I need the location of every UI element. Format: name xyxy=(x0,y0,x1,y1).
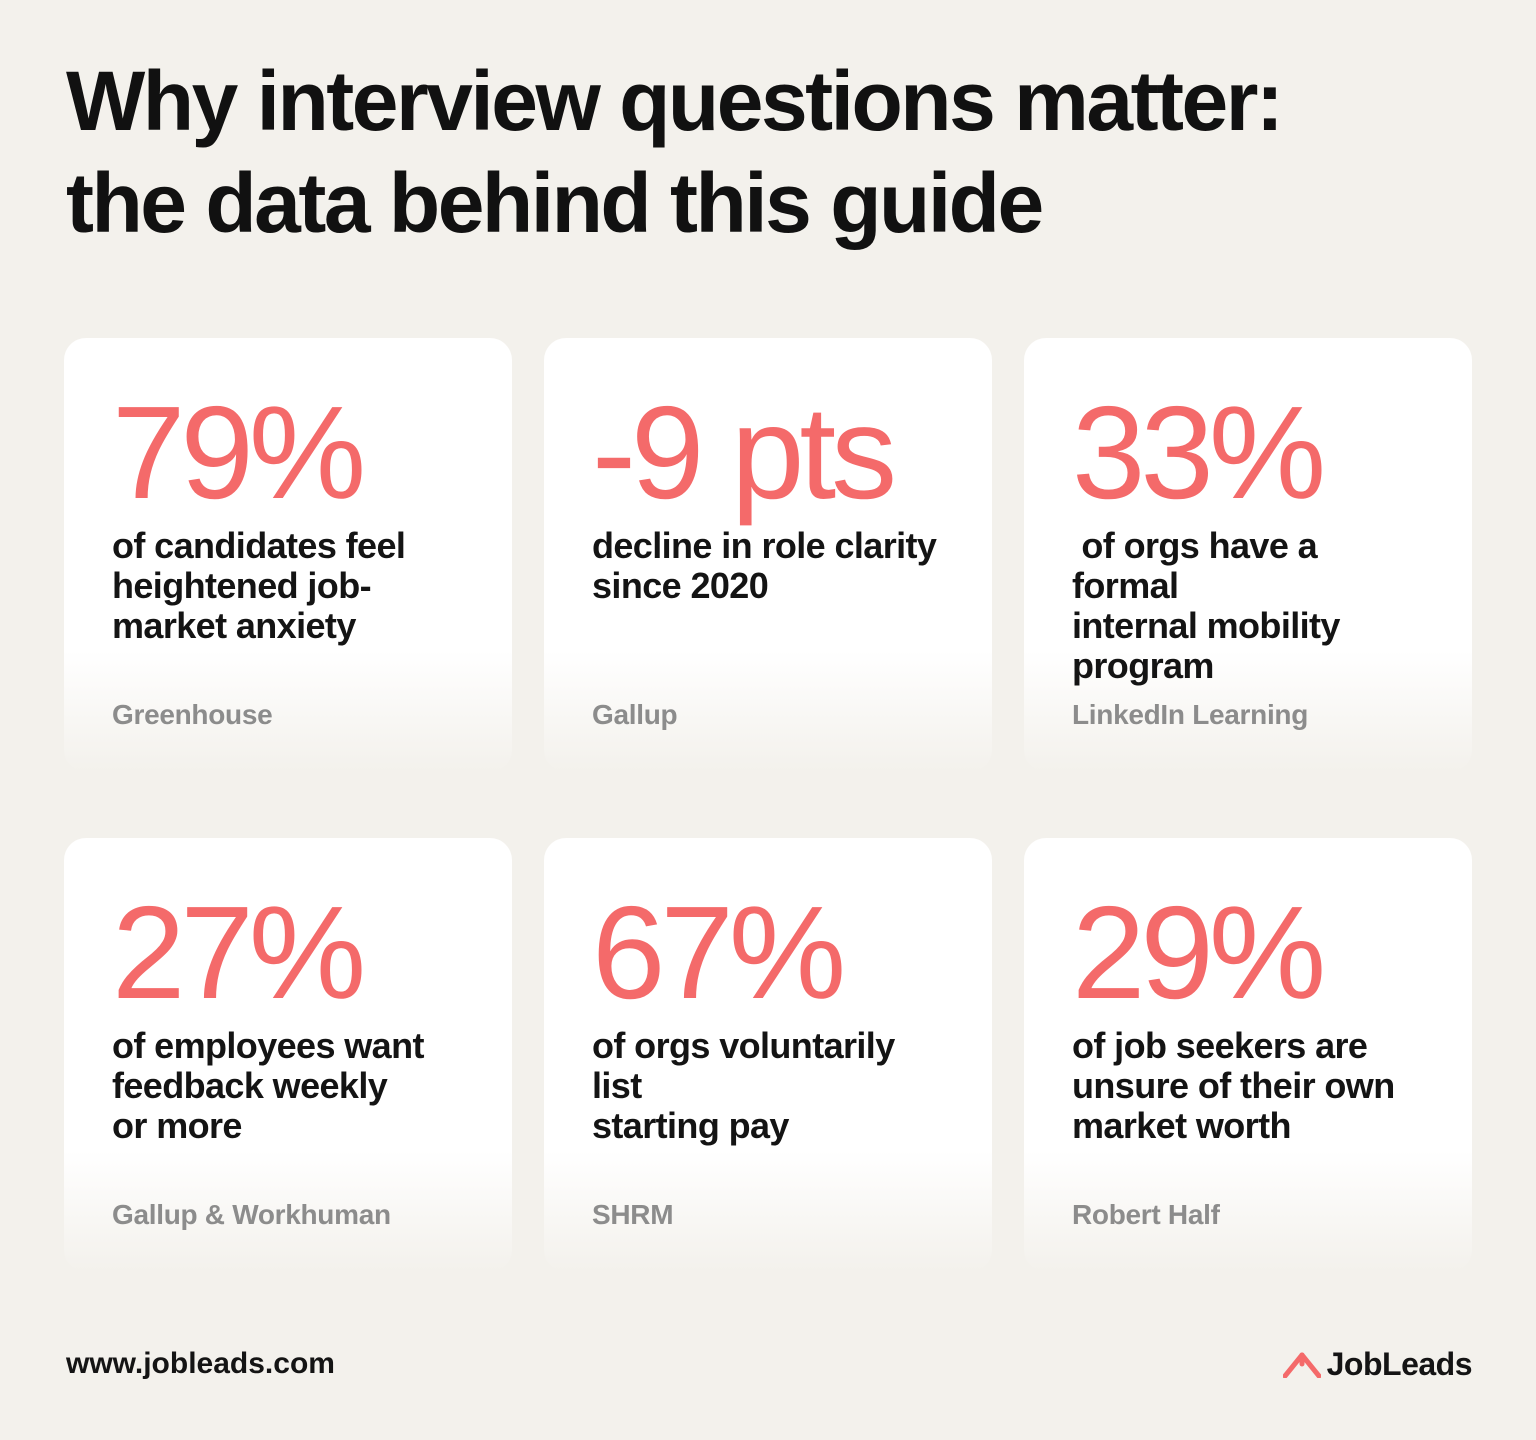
stat-description: decline in role clarity since 2020 xyxy=(592,525,937,606)
stat-source: SHRM xyxy=(592,1199,674,1230)
stat-card: 27% of employees want feedback weekly or… xyxy=(64,838,512,1272)
stat-source: LinkedIn Learning xyxy=(1072,699,1309,730)
page-title-line-1: Why interview questions matter: xyxy=(66,54,1284,148)
stat-value: 27% xyxy=(112,879,366,1026)
stat-source: Gallup xyxy=(592,699,678,730)
brand-name: JobLeads xyxy=(1326,1346,1473,1382)
stat-card: 29% of job seekers are unsure of their o… xyxy=(1024,838,1472,1272)
stat-source: Gallup & Workhuman xyxy=(112,1199,391,1230)
stat-value: 79% xyxy=(112,379,366,526)
footer-url: www.jobleads.com xyxy=(66,1347,335,1380)
page-title-line-2: the data behind this guide xyxy=(66,156,1044,250)
stat-card: 67% of orgs voluntarily list starting pa… xyxy=(544,838,992,1272)
stat-card: 79% of candidates feel heightened job- m… xyxy=(64,338,512,772)
stat-description: of candidates feel heightened job- marke… xyxy=(112,525,406,646)
stat-description: of orgs voluntarily list starting pay xyxy=(592,1025,895,1146)
stat-description: of orgs have a formal internal mobility … xyxy=(1072,525,1340,686)
jobleads-logo-icon xyxy=(1282,1352,1321,1378)
stats-grid: 79% of candidates feel heightened job- m… xyxy=(64,338,1472,1272)
stat-value: 67% xyxy=(592,879,846,1026)
stat-value: 33% xyxy=(1072,379,1326,526)
stat-description: of job seekers are unsure of their own m… xyxy=(1072,1025,1395,1146)
stat-value: -9 pts xyxy=(592,379,897,526)
stat-card: 33% of orgs have a formal internal mobil… xyxy=(1024,338,1472,772)
stat-value: 29% xyxy=(1072,879,1326,1026)
brand-logo: JobLeads xyxy=(1282,1344,1473,1384)
stat-source: Greenhouse xyxy=(112,699,273,730)
stat-source: Robert Half xyxy=(1072,1199,1220,1230)
page-title: Why interview questions matter: the data… xyxy=(66,50,1466,254)
stat-description: of employees want feedback weekly or mor… xyxy=(112,1025,424,1146)
stat-card: -9 pts decline in role clarity since 202… xyxy=(544,338,992,772)
